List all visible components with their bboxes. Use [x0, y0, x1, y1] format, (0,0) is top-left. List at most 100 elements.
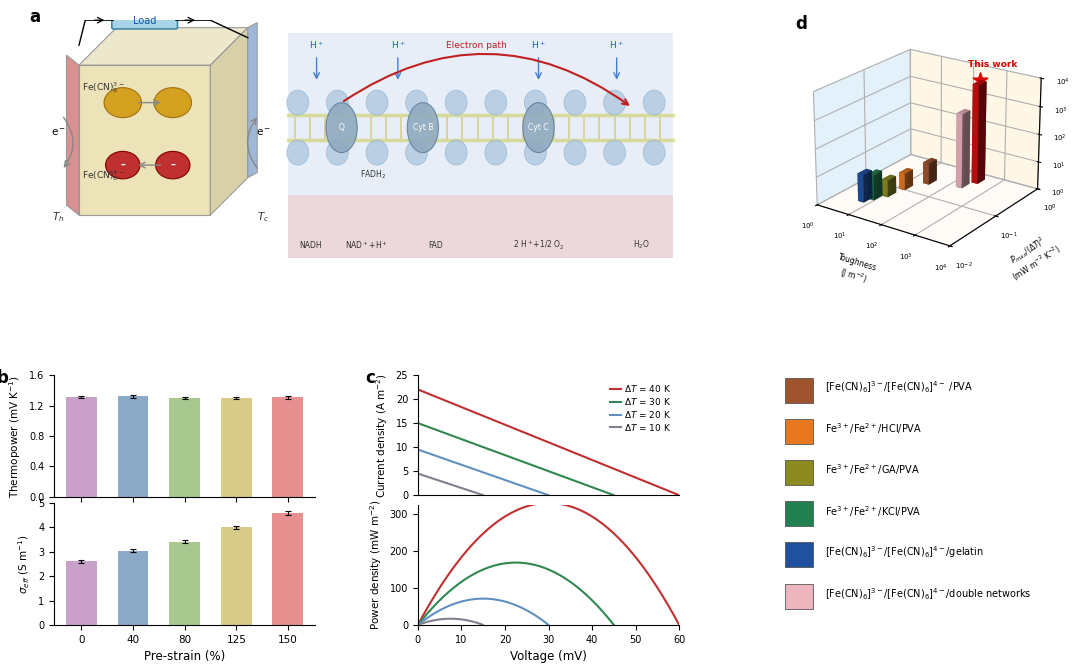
Y-axis label: Thermopower (mV K$^{-1}$): Thermopower (mV K$^{-1}$)	[8, 374, 24, 497]
Ellipse shape	[326, 103, 357, 153]
Text: [Fe(CN)$_6$]$^{3-}$/[Fe(CN)$_6$]$^{4-}$/double networks: [Fe(CN)$_6$]$^{3-}$/[Fe(CN)$_6$]$^{4-}$/…	[825, 586, 1031, 601]
$\Delta T$ = 10 K	[472, 490, 485, 498]
Ellipse shape	[644, 140, 665, 165]
Text: –: –	[120, 160, 125, 170]
Ellipse shape	[287, 90, 309, 115]
Y-axis label: $\sigma_{eff}$ (S m$^{-1}$): $\sigma_{eff}$ (S m$^{-1}$)	[17, 534, 32, 594]
$\Delta T$ = 10 K	[451, 483, 464, 491]
Polygon shape	[247, 23, 257, 177]
Ellipse shape	[525, 90, 546, 115]
X-axis label: Voltage (mV): Voltage (mV)	[510, 650, 586, 663]
Text: $T_h$: $T_h$	[53, 210, 65, 224]
$\Delta T$ = 10 K	[427, 474, 440, 482]
$\Delta T$ = 40 K	[673, 491, 686, 499]
Bar	[66, 561, 97, 625]
$\Delta T$ = 10 K	[428, 475, 441, 483]
$\Delta T$ = 40 K	[411, 386, 424, 394]
$\Delta T$ = 20 K	[411, 446, 424, 454]
Legend: $\Delta T$ = 40 K, $\Delta T$ = 30 K, $\Delta T$ = 20 K, $\Delta T$ = 10 K: $\Delta T$ = 40 K, $\Delta T$ = 30 K, $\…	[607, 380, 675, 436]
Ellipse shape	[287, 140, 309, 165]
Text: H$^+$: H$^+$	[309, 39, 324, 51]
Y-axis label: Current density (A m$^{-2}$): Current density (A m$^{-2}$)	[375, 373, 390, 497]
$\Delta T$ = 20 K	[501, 477, 514, 485]
Bar	[170, 542, 200, 625]
Ellipse shape	[564, 140, 586, 165]
Circle shape	[104, 87, 141, 118]
Polygon shape	[79, 28, 247, 65]
$\Delta T$ = 40 K	[666, 489, 679, 497]
$\Delta T$ = 20 K	[433, 453, 446, 461]
Ellipse shape	[604, 90, 625, 115]
Text: d: d	[796, 15, 808, 33]
Text: [Fe(CN)$_6$]$^{3-}$/[Fe(CN)$_6$]$^{4-}$/gelatin: [Fe(CN)$_6$]$^{3-}$/[Fe(CN)$_6$]$^{4-}$/…	[825, 544, 984, 560]
Text: 2 H$^+$+1/2 O$_2$: 2 H$^+$+1/2 O$_2$	[513, 239, 565, 252]
FancyBboxPatch shape	[112, 13, 177, 29]
Text: a: a	[29, 7, 40, 26]
Ellipse shape	[445, 90, 468, 115]
Text: b: b	[0, 369, 9, 387]
$\Delta T$ = 40 K	[536, 435, 549, 444]
Ellipse shape	[485, 140, 507, 165]
Text: Q: Q	[339, 123, 345, 132]
Bar	[785, 378, 813, 403]
Text: H$^+$: H$^+$	[531, 39, 545, 51]
Text: [Fe(CN)$_6$]$^{3-}$/[Fe(CN)$_6$]$^{4-}$ /PVA: [Fe(CN)$_6$]$^{3-}$/[Fe(CN)$_6$]$^{4-}$ …	[825, 380, 973, 395]
Ellipse shape	[523, 103, 554, 153]
Polygon shape	[211, 28, 247, 215]
Polygon shape	[288, 33, 673, 257]
Bar	[66, 397, 97, 497]
Bar	[785, 501, 813, 526]
Text: e$^-$: e$^-$	[256, 127, 271, 138]
$\Delta T$ = 40 K	[625, 472, 638, 480]
$\Delta T$ = 30 K	[411, 419, 424, 427]
Polygon shape	[288, 195, 673, 257]
Text: H$^+$: H$^+$	[391, 39, 405, 51]
X-axis label: Toughness
(J m$^{-2}$): Toughness (J m$^{-2}$)	[832, 253, 878, 289]
$\Delta T$ = 40 K	[553, 443, 566, 451]
Ellipse shape	[525, 140, 546, 165]
$\Delta T$ = 20 K	[463, 464, 476, 472]
$\Delta T$ = 40 K	[567, 448, 580, 456]
Ellipse shape	[644, 90, 665, 115]
Line: $\Delta T$ = 10 K: $\Delta T$ = 10 K	[418, 474, 483, 495]
Ellipse shape	[445, 140, 468, 165]
$\Delta T$ = 20 K	[487, 472, 500, 480]
Ellipse shape	[604, 140, 625, 165]
$\Delta T$ = 30 K	[599, 489, 612, 497]
Text: Fe(CN)$_6^{4-}$: Fe(CN)$_6^{4-}$	[82, 167, 125, 183]
Polygon shape	[79, 65, 211, 215]
Line: $\Delta T$ = 20 K: $\Delta T$ = 20 K	[418, 450, 549, 495]
$\Delta T$ = 20 K	[465, 464, 478, 472]
$\Delta T$ = 30 K	[510, 455, 523, 463]
Ellipse shape	[326, 140, 349, 165]
Text: Cyt C: Cyt C	[528, 123, 549, 132]
Bar	[220, 528, 252, 625]
$\Delta T$ = 10 K	[465, 488, 478, 496]
$\Delta T$ = 10 K	[411, 470, 424, 478]
Bar	[118, 396, 148, 497]
Text: Cyt B: Cyt B	[413, 123, 433, 132]
$\Delta T$ = 30 K	[529, 462, 542, 470]
Text: e$^-$: e$^-$	[51, 127, 66, 138]
Text: H$_2$O: H$_2$O	[633, 239, 650, 251]
$\Delta T$ = 10 K	[476, 491, 489, 499]
Bar	[220, 398, 252, 497]
Text: NADH: NADH	[299, 241, 322, 249]
Bar	[118, 550, 148, 625]
Text: Load: Load	[133, 15, 157, 26]
Text: Fe$^{3+}$/Fe$^{2+}$/KCl/PVA: Fe$^{3+}$/Fe$^{2+}$/KCl/PVA	[825, 504, 921, 519]
Text: H$^+$: H$^+$	[609, 39, 624, 51]
Ellipse shape	[326, 90, 349, 115]
$\Delta T$ = 30 K	[474, 442, 487, 450]
$\Delta T$ = 20 K	[542, 491, 555, 499]
X-axis label: Pre-strain (%): Pre-strain (%)	[144, 650, 226, 663]
$\Delta T$ = 30 K	[460, 437, 473, 445]
Text: FAD: FAD	[428, 241, 443, 249]
Polygon shape	[67, 55, 79, 215]
Ellipse shape	[366, 90, 388, 115]
$\Delta T$ = 40 K	[537, 436, 550, 444]
Text: –: –	[171, 160, 175, 170]
Ellipse shape	[407, 103, 438, 153]
Bar	[170, 398, 200, 497]
Bar	[272, 397, 303, 497]
